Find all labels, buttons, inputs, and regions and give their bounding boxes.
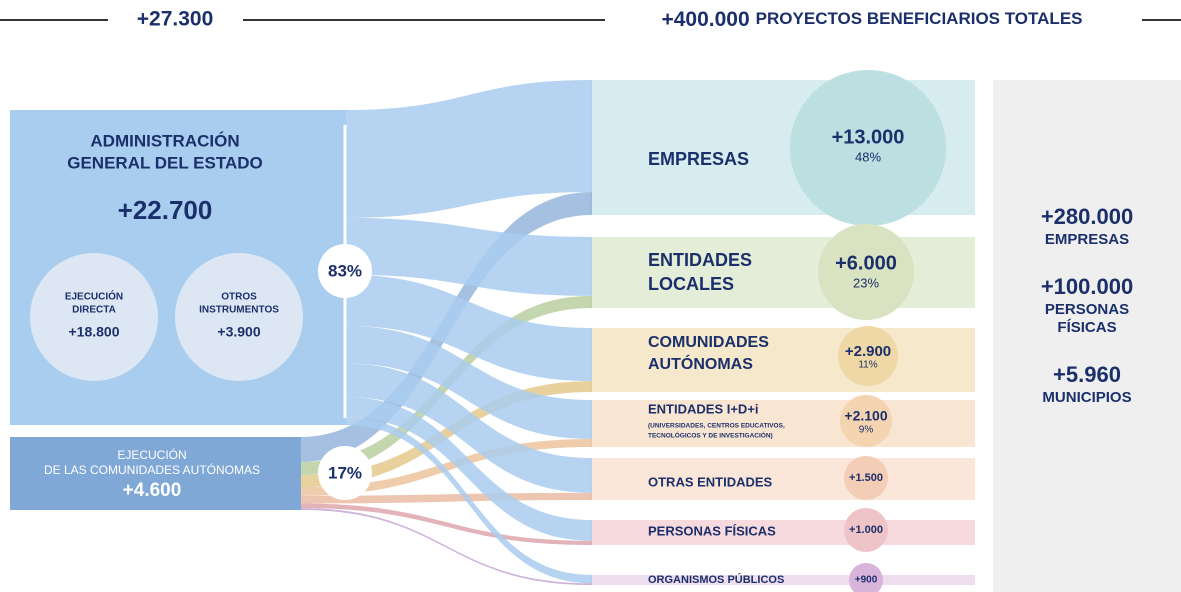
beneficiary-label: EMPRESAS xyxy=(1045,231,1129,248)
flow xyxy=(300,439,592,496)
destination-note: (UNIVERSIDADES, CENTROS EDUCATIVOS, xyxy=(648,423,785,430)
destination-share: 23% xyxy=(853,275,879,290)
destination-value: +900 xyxy=(855,575,878,586)
flow xyxy=(300,381,592,488)
beneficiaries-panel xyxy=(993,80,1181,592)
destination-share: 11% xyxy=(858,360,877,371)
destination-label: PERSONAS FÍSICAS xyxy=(648,523,776,538)
destination-band xyxy=(590,328,975,392)
share-circle xyxy=(318,446,372,500)
destination-share: 48% xyxy=(855,149,881,164)
beneficiary-value: +100.000 xyxy=(1041,274,1133,299)
destination-circle xyxy=(790,70,946,226)
flow xyxy=(345,417,592,584)
destination-share: 9% xyxy=(859,425,874,436)
part-circle xyxy=(175,253,303,381)
source-share: 17% xyxy=(328,463,362,482)
destination-value: +1.500 xyxy=(849,472,883,484)
flow xyxy=(345,363,592,493)
destination-value: +6.000 xyxy=(835,252,897,274)
destination-band xyxy=(590,237,975,308)
source-title: GENERAL DEL ESTADO xyxy=(67,153,263,172)
destination-note: TECNOLÓGICOS Y DE INVESTIGACIÓN) xyxy=(648,431,773,440)
beneficiary-value: +5.960 xyxy=(1053,362,1121,387)
part-label: INSTRUMENTOS xyxy=(199,305,279,316)
destination-circle xyxy=(838,326,898,386)
part-label: EJECUCIÓN xyxy=(65,290,123,303)
destination-label: ENTIDADES xyxy=(648,250,752,270)
flow xyxy=(345,274,592,382)
destination-label: ENTIDADES I+D+i xyxy=(648,401,759,416)
source-value: +4.600 xyxy=(123,480,182,501)
header-label: PROYECTOS BENEFICIARIOS TOTALES xyxy=(756,9,1083,28)
destination-value: +2.100 xyxy=(844,408,887,424)
destination-band xyxy=(590,458,975,500)
destination-value: +13.000 xyxy=(832,126,905,148)
flow xyxy=(300,492,592,504)
destination-band xyxy=(590,520,975,545)
source-title: DE LAS COMUNIDADES AUTÓNOMAS xyxy=(44,462,260,477)
destination-value: +1.000 xyxy=(849,524,883,536)
source-title: EJECUCIÓN xyxy=(117,447,186,462)
flow xyxy=(345,217,592,296)
header-total: +27.300 xyxy=(137,8,214,31)
destination-value: +2.900 xyxy=(845,343,891,360)
beneficiary-label: FÍSICAS xyxy=(1057,319,1116,336)
flow xyxy=(345,80,592,218)
destination-label: EMPRESAS xyxy=(648,149,749,169)
beneficiary-value: +280.000 xyxy=(1041,204,1133,229)
beneficiary-label: MUNICIPIOS xyxy=(1042,389,1131,406)
destination-circle xyxy=(818,224,914,320)
destination-label: ORGANISMOS PÚBLICOS xyxy=(648,573,784,586)
share-circle xyxy=(318,244,372,298)
source-share: 83% xyxy=(328,261,362,280)
source-value: +22.700 xyxy=(118,195,213,225)
destination-band xyxy=(590,400,975,447)
flow xyxy=(300,503,592,545)
destination-band xyxy=(590,575,975,585)
part-label: OTROS xyxy=(221,292,257,303)
flow xyxy=(300,508,592,585)
destination-label: COMUNIDADES xyxy=(648,334,769,351)
beneficiary-label: PERSONAS xyxy=(1045,301,1129,318)
part-label: DIRECTA xyxy=(72,305,116,316)
destination-circle xyxy=(840,395,892,447)
header-total: +400.000 xyxy=(661,8,749,31)
flow xyxy=(345,325,592,440)
part-value: +18.800 xyxy=(69,324,120,340)
flow xyxy=(345,397,592,541)
destination-label: LOCALES xyxy=(648,274,734,294)
destination-label: AUTÓNOMAS xyxy=(648,354,753,373)
source-box xyxy=(10,437,301,510)
destination-circle xyxy=(844,508,888,552)
destination-circle xyxy=(849,563,883,592)
source-title: ADMINISTRACIÓN xyxy=(90,131,239,150)
part-circle xyxy=(30,253,158,381)
part-value: +3.900 xyxy=(217,324,260,340)
destination-circle xyxy=(844,456,888,500)
header-title: +400.000 PROYECTOS BENEFICIARIOS TOTALES xyxy=(661,8,1082,31)
destination-label: OTRAS ENTIDADES xyxy=(648,474,773,489)
